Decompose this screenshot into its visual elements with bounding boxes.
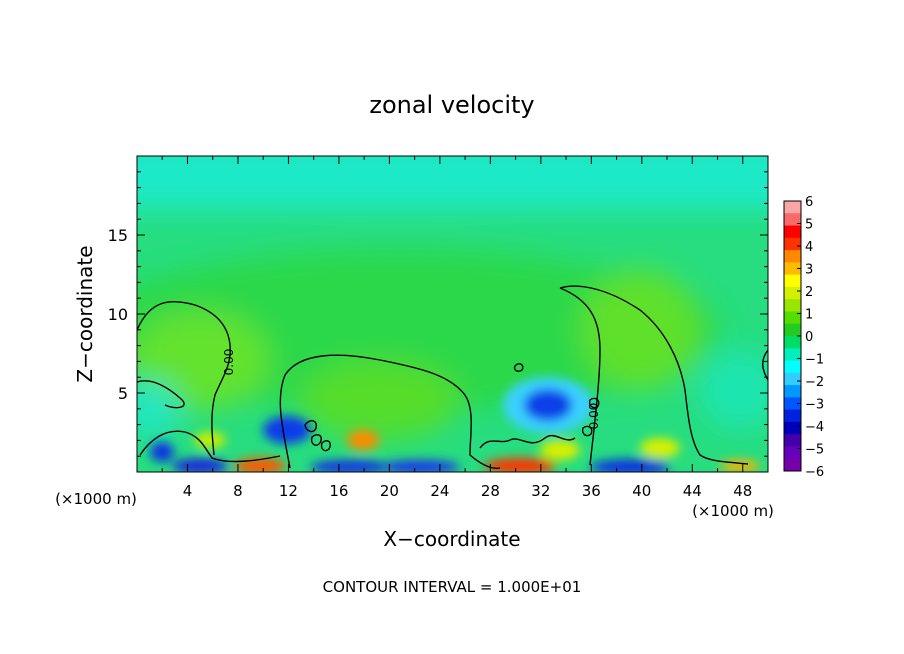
contour-loop-14km-b — [310, 434, 322, 446]
colorbar-swatch — [784, 397, 801, 411]
colorbar-label: 0 — [805, 330, 813, 345]
colorbar-swatch — [784, 225, 801, 239]
colorbar-swatch — [784, 274, 801, 288]
contour-zero-west — [137, 301, 231, 456]
core-42km-yellow — [640, 438, 680, 458]
contour-loop-15km — [320, 440, 331, 452]
contour-zero-west-surface — [139, 430, 281, 463]
east-green-plume — [580, 270, 700, 390]
core-2km — [150, 442, 174, 462]
east-cyan-pocket — [700, 350, 768, 430]
x-tick-label: 40 — [632, 482, 651, 500]
colorbar-label: −6 — [805, 465, 824, 480]
contour-label-west: 0.00 — [222, 349, 236, 376]
surface-neg-6km — [172, 458, 228, 472]
colorbar-swatch — [784, 348, 801, 362]
contour-surface-squiggle — [479, 434, 576, 449]
core-18km — [347, 430, 379, 450]
contour-zero-east — [559, 285, 749, 465]
west-green-region — [137, 310, 270, 410]
colorbar-label: −3 — [805, 398, 824, 413]
west-cyan-pocket — [137, 380, 180, 440]
core-36km-yellow — [540, 440, 580, 460]
colorbar-label: 4 — [805, 240, 813, 255]
colorbar-swatch — [784, 434, 801, 447]
plot-area: 0.00 0.00 — [137, 156, 768, 472]
colorbar-swatch — [784, 385, 801, 398]
x-tick-label: 32 — [531, 482, 550, 500]
center-green-region — [300, 360, 460, 440]
contour-zero-east-inner — [559, 287, 601, 466]
contours — [137, 285, 768, 470]
colorbar-swatch — [784, 458, 801, 472]
colorbar-swatch — [784, 446, 801, 460]
core-12km — [263, 416, 311, 444]
colorbar-swatch — [784, 372, 801, 386]
x-tick-label: 28 — [481, 482, 500, 500]
colorbar-swatch — [784, 421, 801, 435]
x-tick-label: 48 — [733, 482, 752, 500]
contour-loop-14km-a — [304, 420, 318, 433]
x-axis-unit-left: (×1000 m) — [55, 490, 137, 508]
contour-zero-west-lower — [137, 380, 185, 409]
y-axis-ticks: 5 10 15 — [108, 171, 768, 457]
colorbar-swatch — [784, 409, 801, 423]
x-tick-label: 16 — [329, 482, 348, 500]
x-axis-unit-right: (×1000 m) — [692, 502, 774, 520]
colorbar-swatch — [784, 250, 801, 263]
colorbar-swatch — [784, 262, 801, 276]
colorbar-swatch — [784, 213, 801, 227]
colorbar-label: −1 — [805, 353, 824, 368]
x-axis-ticks: 4 8 12 16 20 24 28 32 36 40 44 48 — [161, 156, 752, 500]
colorbar-label: −2 — [805, 375, 824, 390]
surface-pos-30km — [484, 458, 556, 472]
colorbar-label: −4 — [805, 420, 824, 435]
mid-green-band — [137, 250, 720, 410]
x-tick-label: 36 — [582, 482, 601, 500]
y-tick-label: 10 — [108, 305, 128, 324]
colorbar-label: 6 — [805, 195, 813, 210]
contour-zero-mid — [279, 354, 501, 470]
core-33km — [524, 389, 572, 421]
y-axis-label: Z−coordinate — [73, 245, 97, 382]
contour-loop-35km-a — [581, 425, 593, 437]
colorbar-label: 3 — [805, 263, 813, 278]
colorbar-label: 1 — [805, 308, 813, 323]
contour-interval-note: CONTOUR INTERVAL = 1.000E+01 — [323, 578, 582, 596]
x-tick-label: 24 — [430, 482, 449, 500]
contour-label-east: 0.00 — [587, 403, 601, 430]
colorbar-swatch — [784, 237, 801, 251]
y-tick-label: 15 — [108, 226, 128, 245]
chart-title: zonal velocity — [369, 91, 534, 119]
colorbar-swatch — [784, 323, 801, 337]
x-tick-label: 4 — [183, 482, 193, 500]
x-tick-label: 20 — [380, 482, 399, 500]
colorbar-swatch — [784, 311, 801, 325]
x-tick-label: 8 — [233, 482, 243, 500]
colorbar: 6 5 4 3 2 1 0 −1 −2 −3 −4 −5 −6 — [783, 195, 824, 480]
x-tick-label: 12 — [279, 482, 298, 500]
colorbar-swatch — [784, 336, 801, 349]
colorbar-swatch — [784, 299, 801, 312]
y-tick-label: 5 — [118, 384, 128, 403]
colorbar-label: −5 — [805, 443, 824, 458]
x-axis-label: X−coordinate — [383, 527, 520, 551]
surface-neg-16km — [310, 460, 390, 472]
upper-cyan-band — [137, 156, 768, 210]
colorbar-swatch — [784, 201, 801, 214]
colorbar-swatch — [784, 286, 801, 300]
contour-loop-35km-b — [588, 397, 600, 409]
colorbar-label: 2 — [805, 285, 813, 300]
x-tick-label: 44 — [683, 482, 702, 500]
colorbar-label: 5 — [805, 218, 813, 233]
contour-loop-30km — [513, 363, 524, 372]
colorbar-swatch — [784, 360, 801, 374]
surface-neg-38km — [590, 459, 670, 472]
field-broad-regions — [137, 156, 768, 440]
